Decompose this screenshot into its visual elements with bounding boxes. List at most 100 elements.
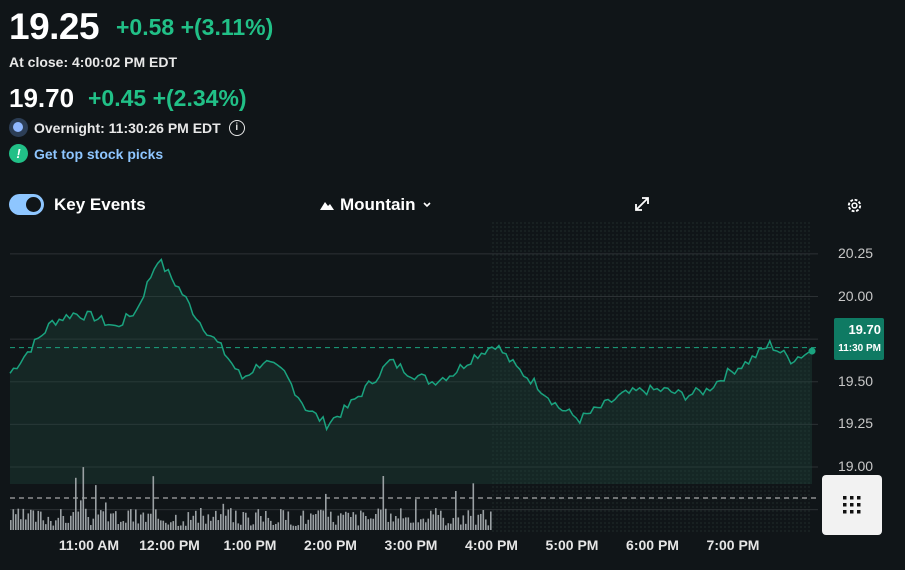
volume-bar (285, 519, 287, 530)
volume-bar (457, 517, 460, 530)
volume-bar (170, 522, 172, 530)
volume-bar (120, 521, 122, 530)
volume-bar (115, 511, 117, 530)
volume-bar (35, 521, 37, 530)
volume-bar (180, 525, 182, 530)
volume-bar (202, 515, 205, 530)
volume-bar (75, 477, 77, 530)
price-chart[interactable] (0, 222, 905, 534)
overnight-time-label: Overnight: 11:30:26 PM EDT (34, 119, 221, 136)
volume-bar (240, 524, 242, 530)
volume-bar (292, 525, 295, 530)
volume-bar (117, 524, 120, 530)
volume-bar (207, 514, 210, 530)
volume-bar (400, 508, 402, 530)
volume-bar (10, 520, 12, 530)
price-line (9, 258, 813, 432)
volume-bar (282, 510, 285, 530)
volume-bar (382, 476, 385, 530)
after-hours-region (490, 222, 812, 532)
volume-bar (327, 516, 330, 530)
volume-bar (437, 514, 440, 530)
info-icon[interactable]: i (228, 119, 245, 136)
volume-bar (370, 518, 372, 530)
volume-bar (247, 517, 250, 530)
current-price-badge: 19.70 11:30 PM (834, 318, 884, 360)
volume-bar (60, 509, 62, 530)
volume-bar (312, 514, 315, 530)
volume-bar (467, 510, 470, 530)
volume-bar (210, 520, 212, 530)
volume-bar (15, 514, 17, 530)
volume-bar (347, 512, 350, 530)
x-tick-label: 1:00 PM (223, 537, 277, 553)
volume-bar (472, 483, 475, 530)
volume-bar (362, 512, 365, 530)
volume-bar (17, 508, 20, 530)
volume-bar (332, 521, 335, 530)
volume-bar (367, 519, 370, 530)
x-tick-label: 5:00 PM (545, 537, 599, 553)
volume-bar (205, 523, 207, 530)
volume-bar (315, 514, 317, 530)
volume-bar (67, 522, 70, 530)
volume-bar (105, 502, 107, 530)
volume-bar (475, 524, 477, 530)
volume-bar (405, 517, 407, 530)
volume-bar (490, 511, 492, 530)
volume-bar (345, 511, 347, 530)
volume-bar (325, 493, 327, 530)
volume-bar (342, 514, 345, 530)
volume-bar (187, 512, 190, 530)
x-tick-label: 6:00 PM (626, 537, 679, 553)
volume-bar (92, 518, 95, 530)
volume-bar (477, 514, 480, 530)
volume-bar (140, 514, 142, 530)
volume-bar (197, 522, 200, 530)
volume-bar (460, 524, 462, 530)
top-picks-link[interactable]: ! Get top stock picks (9, 144, 163, 163)
volume-bar (415, 499, 417, 530)
volume-bar (387, 521, 390, 530)
volume-bar (455, 490, 457, 530)
y-tick-label: 19.00 (838, 457, 874, 474)
volume-bar (87, 517, 90, 530)
volume-bar (340, 513, 342, 530)
volume-bar (30, 509, 32, 530)
key-events-label: Key Events (54, 195, 146, 214)
volume-bar (230, 508, 232, 530)
expand-icon[interactable] (632, 194, 652, 214)
volume-bar (172, 521, 175, 530)
volume-bar (335, 524, 337, 530)
volume-bar (95, 485, 97, 530)
volume-bar (440, 510, 442, 530)
volume-bar (225, 515, 227, 530)
volume-bar (265, 510, 267, 530)
volume-bar (420, 519, 422, 530)
volume-bar (482, 510, 485, 530)
volume-bar (412, 522, 415, 530)
overnight-row: Overnight: 11:30:26 PM EDT i (9, 118, 245, 137)
volume-bar (462, 515, 465, 530)
volume-bar (377, 508, 380, 530)
volume-bar (130, 509, 132, 530)
volume-bar (215, 510, 217, 530)
volume-bar (422, 518, 425, 530)
volume-bar (132, 521, 135, 530)
settings-icon[interactable] (845, 196, 864, 215)
current-time: 11:30 PM (838, 343, 881, 354)
x-tick-label: 12:00 PM (139, 537, 200, 553)
x-tick-label: 3:00 PM (384, 537, 438, 553)
volume-bar (307, 519, 310, 530)
volume-bar (305, 523, 307, 530)
volume-bar (257, 509, 260, 530)
volume-bar (42, 520, 45, 530)
volume-bar (182, 521, 185, 530)
x-tick-label: 2:00 PM (304, 537, 357, 553)
grid-menu-button[interactable] (822, 475, 882, 535)
chart-type-dropdown[interactable]: Mountain (320, 195, 432, 215)
key-events-toggle[interactable] (9, 194, 44, 215)
volume-bar (485, 519, 487, 530)
volume-bar (90, 525, 92, 530)
volume-bar (445, 525, 447, 530)
